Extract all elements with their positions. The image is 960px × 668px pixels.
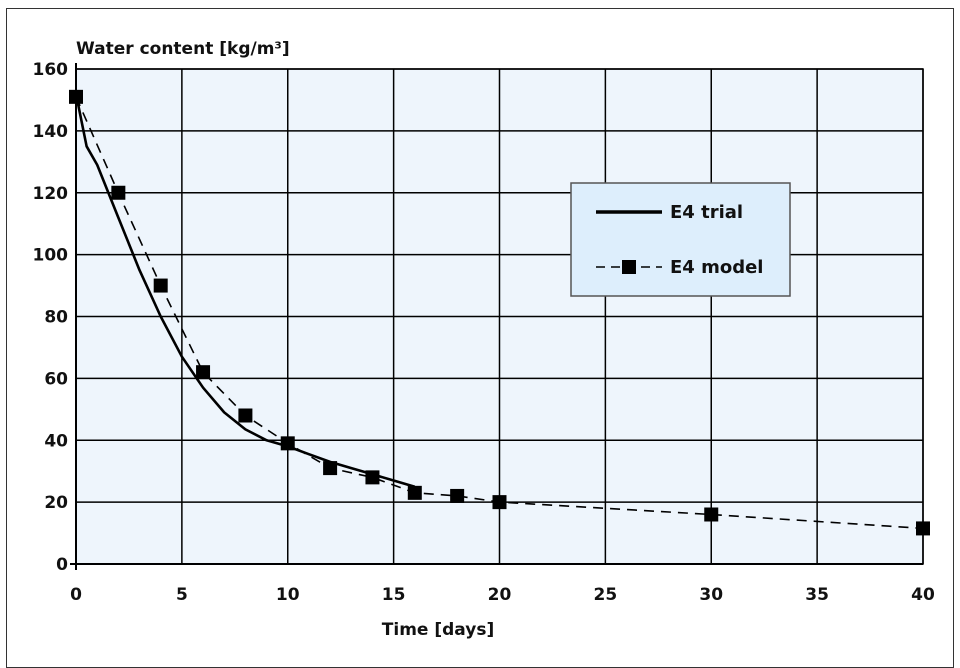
series-layer <box>69 89 930 536</box>
x-tick-label: 20 <box>488 585 512 605</box>
series-model-point <box>280 436 295 451</box>
y-tick-label: 40 <box>44 431 68 451</box>
y-tick-label: 160 <box>33 60 69 80</box>
series-model-point <box>111 185 126 200</box>
y-tick-label: 120 <box>33 184 69 204</box>
x-tick-label: 15 <box>382 585 406 605</box>
x-tick-label: 40 <box>911 585 935 605</box>
y-tick-label: 140 <box>33 122 69 142</box>
y-tick-label: 100 <box>33 246 69 266</box>
series-model-point <box>365 470 380 485</box>
series-model-point <box>407 485 422 500</box>
series-model-point <box>492 495 507 510</box>
legend-box <box>570 182 791 297</box>
series-model-point <box>69 89 83 104</box>
series-trial-line <box>74 93 416 488</box>
series-model-point <box>450 488 465 503</box>
axes <box>70 63 923 570</box>
x-tick-label: 0 <box>70 585 82 605</box>
legend-model-label: E4 model <box>670 257 763 278</box>
x-tick-label: 10 <box>276 585 300 605</box>
series-model-point <box>916 521 930 536</box>
legend-trial-label: E4 trial <box>670 202 743 223</box>
series-model-point <box>323 461 338 476</box>
y-tick-label: 80 <box>44 308 68 328</box>
x-axis-title: Time [days] <box>382 620 494 640</box>
x-tick-label: 30 <box>699 585 723 605</box>
series-model-point <box>704 507 719 522</box>
tick-labels: 0 5 10 15 20 25 30 35 40 0 20 40 60 80 100 120 140 160 <box>33 60 935 605</box>
grid <box>75 68 924 565</box>
y-axis-title: Water content [kg/m³] <box>76 39 290 59</box>
legend-model-marker <box>622 260 636 274</box>
x-tick-label: 5 <box>176 585 188 605</box>
x-tick-label: 35 <box>805 585 829 605</box>
series-model-point <box>196 365 211 380</box>
series-model-point <box>238 408 253 423</box>
series-model-point <box>153 278 168 293</box>
y-tick-label: 0 <box>56 555 68 575</box>
legend: E4 trial E4 model <box>570 182 791 297</box>
x-tick-label: 25 <box>594 585 618 605</box>
y-tick-label: 20 <box>44 493 68 513</box>
y-tick-label: 60 <box>44 369 68 389</box>
